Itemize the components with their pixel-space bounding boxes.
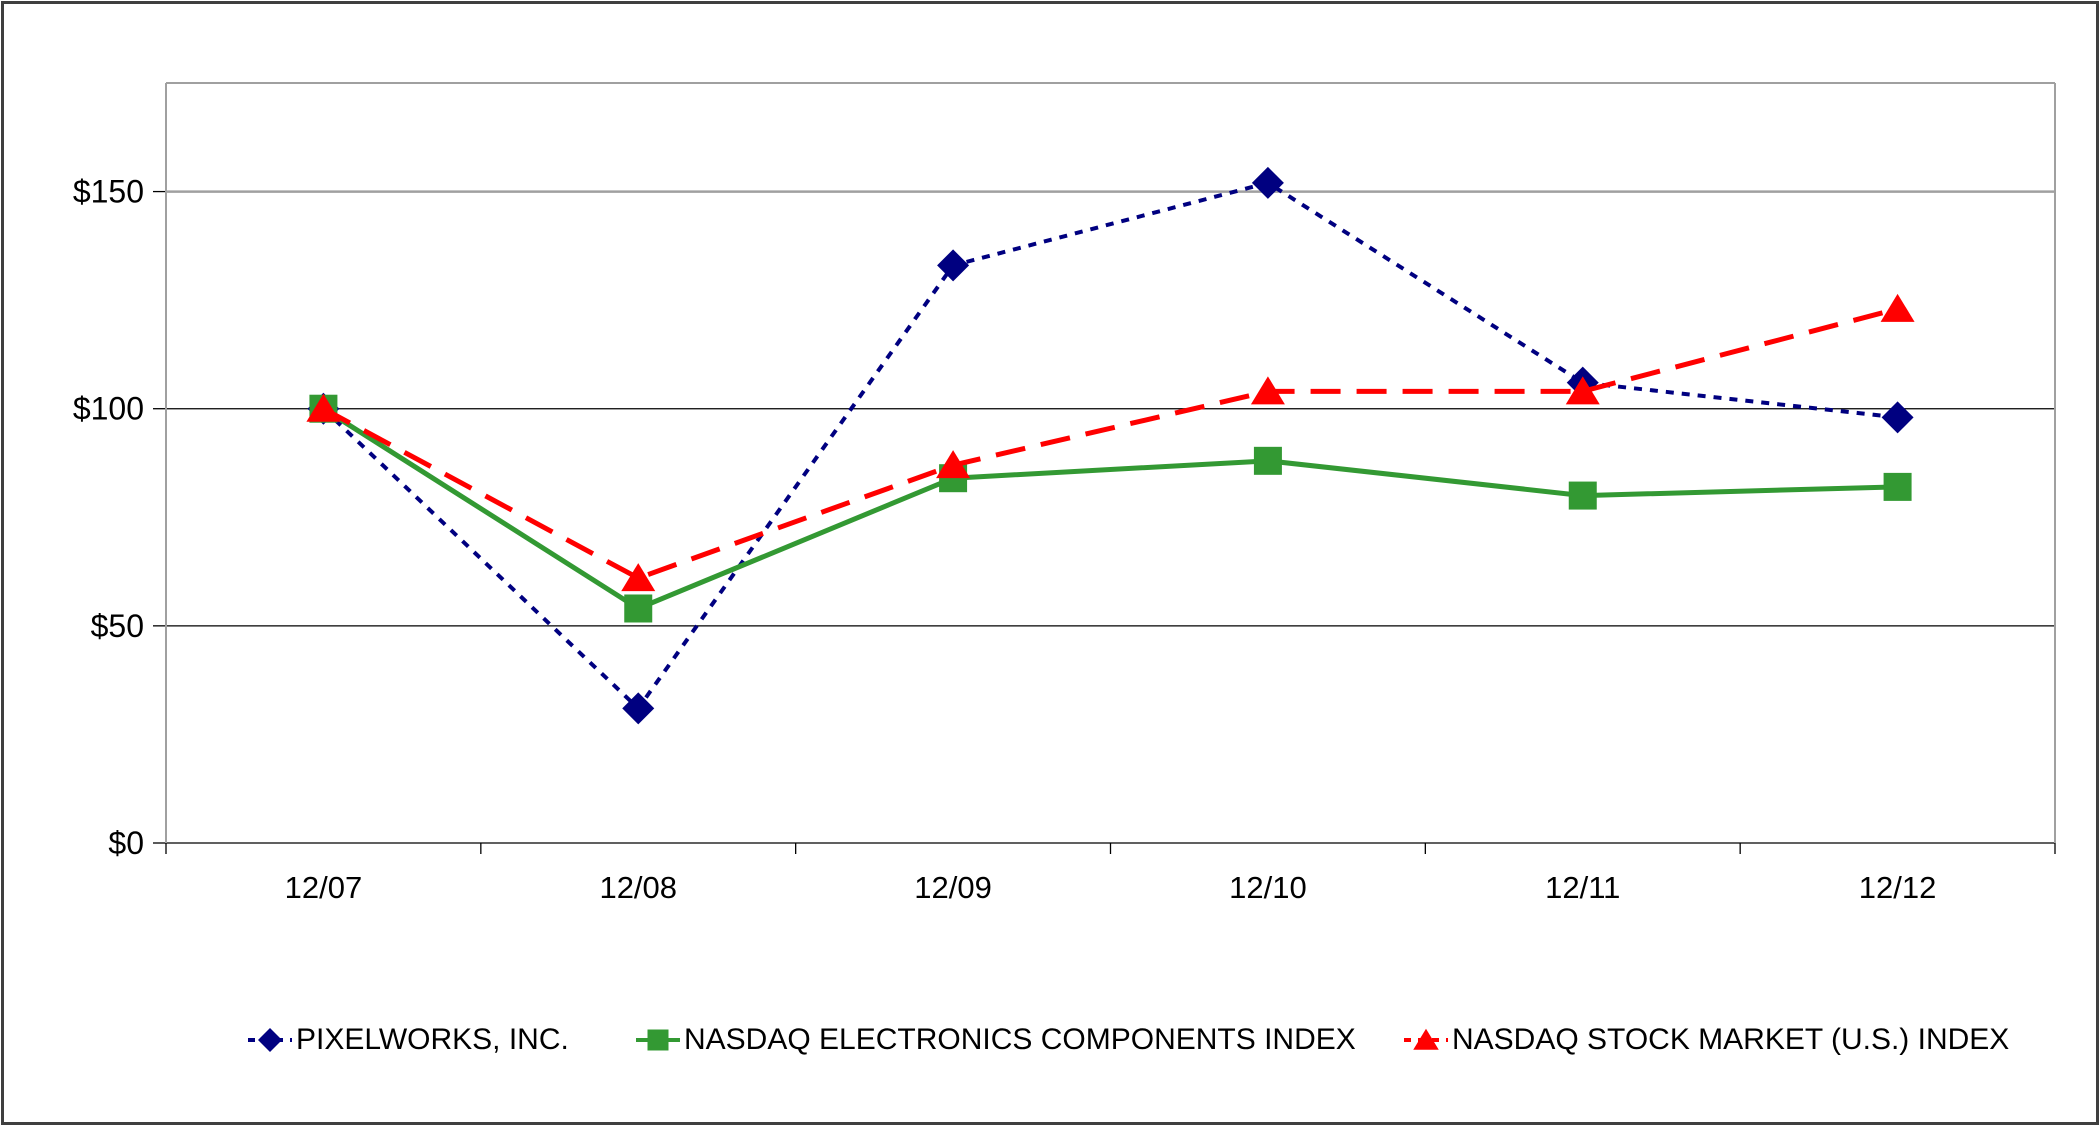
x-axis-label: 12/10 bbox=[1229, 870, 1307, 905]
legend-item-0: PIXELWORKS, INC. bbox=[248, 1016, 569, 1064]
legend-marker-1 bbox=[647, 1029, 669, 1051]
x-axis-label: 12/08 bbox=[599, 870, 677, 905]
y-axis-label: $100 bbox=[73, 391, 144, 427]
series-2-marker-4 bbox=[1565, 376, 1600, 405]
legend-label-2: NASDAQ STOCK MARKET (U.S.) INDEX bbox=[1452, 1023, 2010, 1056]
series-0-marker-1 bbox=[622, 692, 655, 725]
series-0-marker-2 bbox=[937, 249, 970, 282]
legend-label-0: PIXELWORKS, INC. bbox=[296, 1023, 569, 1056]
x-axis-label: 12/12 bbox=[1859, 870, 1937, 905]
series-0-marker-3 bbox=[1251, 166, 1284, 199]
legend-label-1: NASDAQ ELECTRONICS COMPONENTS INDEX bbox=[684, 1023, 1356, 1056]
triangle-legend-icon bbox=[1404, 1028, 1448, 1050]
series-1-marker-3 bbox=[1253, 446, 1282, 475]
series-2-marker-1 bbox=[621, 563, 656, 592]
series-2-marker-2 bbox=[936, 450, 971, 479]
series-line-1 bbox=[322, 406, 1898, 612]
series-1-marker-1 bbox=[624, 594, 653, 623]
square-legend-icon bbox=[636, 1029, 680, 1051]
y-axis-label: $150 bbox=[73, 174, 144, 210]
diamond-legend-icon bbox=[248, 1028, 292, 1052]
series-1-marker-5 bbox=[1883, 472, 1912, 501]
series-line-0 bbox=[322, 180, 1898, 712]
legend-marker-0 bbox=[258, 1028, 282, 1052]
x-axis-label: 12/11 bbox=[1545, 870, 1620, 905]
series-2-marker-5 bbox=[1880, 293, 1915, 322]
y-axis-label: $0 bbox=[108, 825, 144, 861]
legend-marker-2 bbox=[1413, 1028, 1439, 1050]
x-axis-label: 12/09 bbox=[914, 870, 992, 905]
series-1-marker-4 bbox=[1568, 481, 1597, 510]
series-line-2 bbox=[322, 306, 1899, 581]
series-0-marker-5 bbox=[1881, 401, 1914, 434]
legend: PIXELWORKS, INC. NASDAQ ELECTRONICS COMPO… bbox=[0, 1016, 2100, 1064]
series-2-marker-3 bbox=[1250, 376, 1285, 405]
legend-item-1: NASDAQ ELECTRONICS COMPONENTS INDEX bbox=[636, 1016, 1356, 1064]
x-axis-label: 12/07 bbox=[285, 870, 363, 905]
legend-item-2: NASDAQ STOCK MARKET (U.S.) INDEX bbox=[1404, 1016, 2009, 1064]
series-2-marker-0 bbox=[306, 393, 341, 422]
y-axis-label: $50 bbox=[91, 608, 144, 644]
